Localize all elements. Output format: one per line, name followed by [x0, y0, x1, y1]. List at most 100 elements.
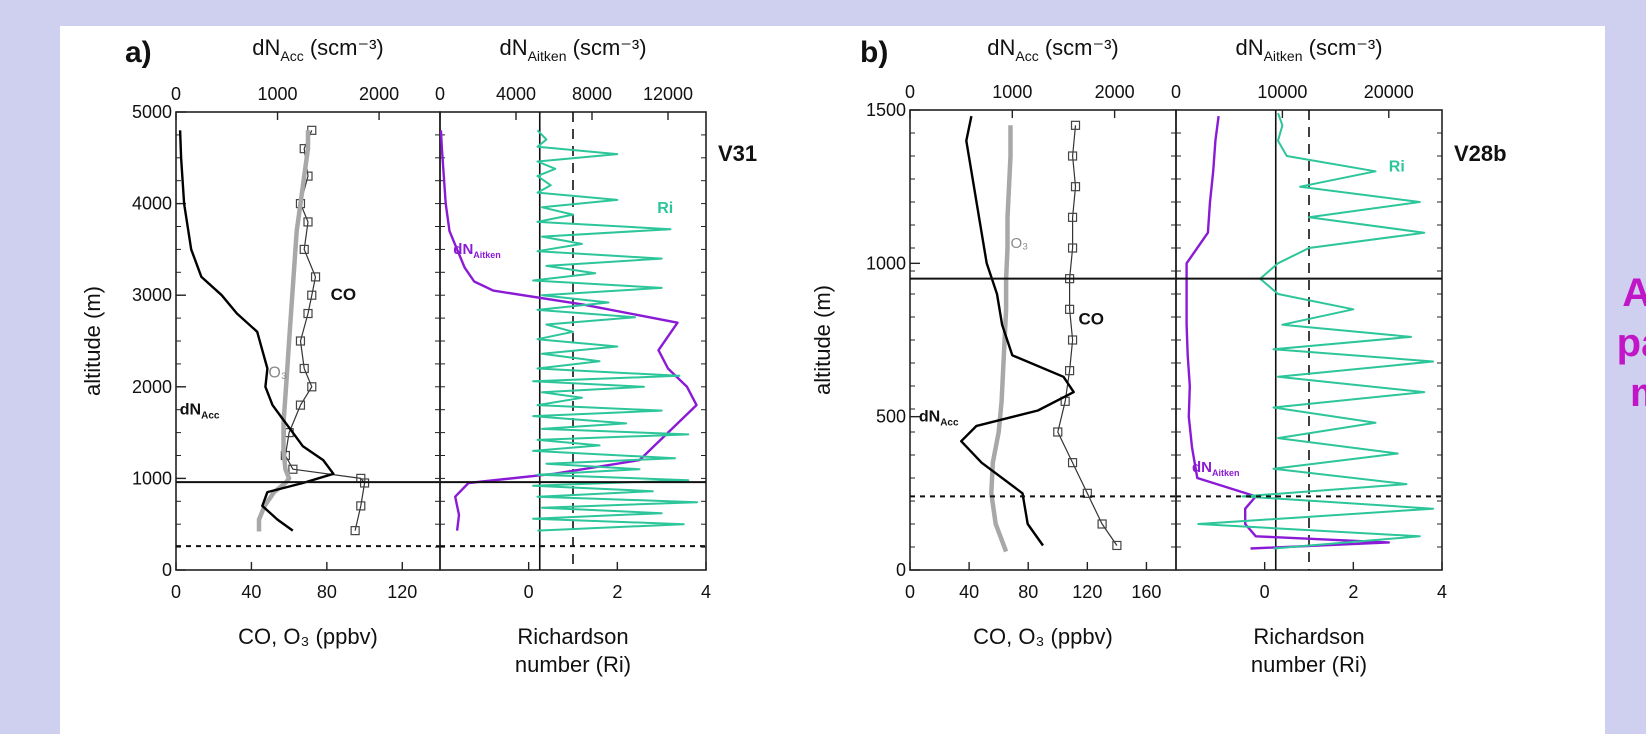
x-tick-label-top: 10000	[1257, 82, 1307, 102]
series-co-point	[1064, 304, 1075, 314]
series-co-point	[1097, 519, 1107, 529]
series-co-point	[1067, 458, 1078, 468]
series-dnacc-line	[178, 130, 335, 532]
series-co-point	[299, 244, 309, 254]
x-axis-label-top: dNAcc (scm⁻³)	[987, 35, 1119, 64]
y-tick-label: 1500	[866, 100, 906, 120]
co-annotation: CO	[1078, 310, 1104, 329]
o3-annotation: O₃	[268, 365, 287, 382]
x-axis-label-bottom-line1: Richardson	[1253, 624, 1364, 649]
x-tick-label-bottom: 0	[524, 582, 534, 602]
series-co-point	[1067, 335, 1078, 345]
dnacc-annotation: dNAcc	[919, 408, 959, 428]
y-tick-label: 2000	[132, 377, 172, 397]
series-group	[440, 129, 699, 532]
x-tick-label-top: 4000	[496, 84, 536, 104]
x-tick-label-bottom: 160	[1131, 582, 1161, 602]
x-tick-label-bottom: 4	[701, 582, 711, 602]
x-axis-label-bottom: CO, O₃ (ppbv)	[973, 624, 1113, 649]
flight-label: V31	[718, 141, 757, 166]
x-tick-label-top: 0	[1171, 82, 1181, 102]
x-axis-label-top: dNAitken (scm⁻³)	[499, 35, 646, 64]
x-axis-label-bottom-line2: number (Ri)	[515, 652, 631, 677]
x-tick-label-bottom: 0	[905, 582, 915, 602]
ri-annotation: Ri	[657, 200, 673, 217]
series-o-line	[256, 130, 311, 532]
series-o-line	[989, 125, 1013, 553]
y-tick-label: 0	[162, 560, 172, 580]
x-axis-label-bottom-line2: number (Ri)	[1251, 652, 1367, 677]
series-co-point	[1112, 540, 1122, 551]
series-ri-line	[532, 129, 699, 532]
x-tick-label-bottom: 2	[1348, 582, 1358, 602]
subplot-2: 0 2 4 0 10000 20000 dNAitken (scm⁻³) Richardson…	[1171, 35, 1447, 677]
x-axis-label-top: dNAitken (scm⁻³)	[1235, 35, 1382, 64]
series-co-point	[1067, 212, 1078, 222]
series-dnacc-line	[960, 115, 1075, 547]
x-tick-label-top: 2000	[1095, 82, 1135, 102]
series-group	[178, 125, 370, 536]
series-co-point	[310, 272, 321, 282]
x-tick-label-top: 1000	[258, 84, 298, 104]
series-group	[960, 115, 1122, 553]
series-co-point	[1070, 120, 1081, 130]
x-tick-label-top: 20000	[1364, 82, 1414, 102]
y-tick-label: 0	[896, 560, 906, 580]
series-group	[1185, 112, 1435, 550]
x-tick-label-bottom: 120	[387, 582, 417, 602]
callout-line-1: Aitk	[1622, 271, 1646, 315]
flight-label: V28b	[1454, 141, 1507, 166]
x-tick-label-top: 12000	[643, 84, 693, 104]
subplot-1: 0 40 80 120 0 1000 2000 0 1000 2000 3000 4000 5000 al…	[80, 35, 441, 649]
series-co-point	[350, 526, 360, 536]
series-ri-line	[1197, 112, 1435, 550]
series-co-point	[299, 363, 309, 374]
series-co-point	[1064, 366, 1075, 376]
x-tick-label-bottom: 80	[317, 582, 337, 602]
y-tick-label: 1000	[866, 253, 906, 273]
series-annotations: CO O₃ dNAcc dNAitken Ri	[180, 200, 673, 422]
x-tick-label-bottom: 4	[1437, 582, 1447, 602]
x-tick-label-top: 0	[905, 82, 915, 102]
x-tick-label-bottom: 0	[171, 582, 181, 602]
x-tick-label-bottom: 0	[1260, 582, 1270, 602]
x-tick-label-top: 0	[435, 84, 445, 104]
y-tick-label: 500	[876, 407, 906, 427]
ri-annotation: Ri	[1389, 158, 1405, 175]
x-tick-label-bottom: 2	[612, 582, 622, 602]
series-dnaitken-line	[440, 130, 698, 531]
x-tick-label-top: 0	[171, 84, 181, 104]
series-annotations: CO O₃ dNAcc dNAitken Ri	[919, 158, 1405, 478]
co-annotation: CO	[331, 285, 357, 304]
x-axis-label-bottom-line1: Richardson	[517, 624, 628, 649]
series-co-point	[1053, 427, 1063, 437]
y-tick-label: 4000	[132, 194, 172, 214]
x-axis-label-top: dNAcc (scm⁻³)	[252, 35, 384, 64]
series-co-point	[1082, 488, 1092, 498]
o3-annotation: O₃	[1010, 235, 1028, 252]
dnaitken-annotation: dNAitken	[453, 241, 501, 260]
panel-label: a)	[125, 36, 152, 69]
subplot-1: 0 40 80 120 160 0 1000 2000 0 500 1000 1500 altitude…	[810, 35, 1177, 649]
callout-line-2: parti	[1616, 321, 1646, 365]
plot-frame	[909, 109, 1177, 571]
series-co-line	[1057, 125, 1118, 546]
x-tick-label-top: 2000	[359, 84, 399, 104]
callout-line-3: mo	[1590, 368, 1646, 418]
series-co-point	[295, 336, 306, 346]
x-tick-label-bottom: 120	[1072, 582, 1102, 602]
series-co-point	[1070, 182, 1081, 192]
series-co-point	[303, 217, 313, 227]
series-co-point	[295, 400, 306, 410]
y-tick-label: 5000	[132, 102, 172, 122]
series-co-point	[356, 501, 366, 511]
dnacc-annotation: dNAcc	[180, 401, 220, 421]
subplot-2: 0 2 4 0 4000 8000 12000 dNAitken (scm⁻³) Richard…	[435, 35, 711, 677]
x-tick-label-bottom: 40	[241, 582, 261, 602]
panel-label: b)	[860, 36, 888, 69]
series-co-point	[288, 464, 298, 474]
series-co-point	[307, 382, 317, 392]
